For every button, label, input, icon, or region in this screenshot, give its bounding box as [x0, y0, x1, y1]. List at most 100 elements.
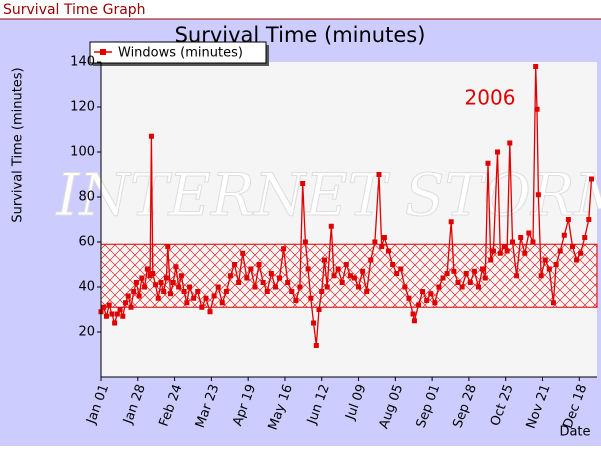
data-point: [191, 295, 197, 301]
data-point: [550, 300, 556, 306]
data-point: [103, 313, 109, 319]
data-point: [411, 318, 417, 324]
data-point: [420, 289, 426, 294]
data-point: [173, 264, 179, 270]
data-point: [490, 248, 496, 254]
data-point: [181, 289, 187, 294]
data-point: [277, 275, 283, 281]
data-point: [264, 289, 270, 294]
data-point: [475, 284, 481, 290]
data-point: [297, 284, 303, 290]
data-point: [158, 280, 164, 285]
data-point: [112, 320, 118, 326]
data-point: [482, 275, 488, 281]
data-point: [557, 248, 563, 254]
data-point: [300, 181, 306, 186]
data-point: [207, 309, 213, 315]
data-point: [455, 280, 461, 285]
data-point: [176, 284, 182, 290]
data-point: [170, 280, 176, 285]
data-point: [163, 275, 169, 281]
data-point: [459, 284, 465, 290]
data-point: [347, 273, 353, 279]
data-point: [335, 266, 341, 272]
data-point: [305, 266, 311, 272]
data-point: [187, 284, 193, 290]
data-point: [260, 280, 266, 285]
data-point: [360, 268, 366, 274]
data-point: [101, 304, 107, 310]
data-point: [219, 300, 225, 306]
data-point: [410, 311, 416, 317]
data-point: [268, 271, 274, 276]
data-point: [308, 295, 314, 301]
data-point: [128, 304, 134, 310]
data-point: [133, 280, 139, 285]
y-tick-label: 120: [70, 100, 95, 115]
data-point: [211, 293, 217, 299]
data-point: [161, 289, 167, 294]
header-bar: [0, 0, 601, 19]
data-point: [372, 239, 378, 245]
data-point: [139, 275, 145, 281]
data-point: [155, 295, 161, 301]
data-point: [485, 160, 491, 166]
data-point: [351, 275, 357, 281]
data-point: [148, 133, 154, 139]
data-point: [538, 273, 544, 279]
data-point: [302, 239, 308, 245]
data-point: [381, 235, 387, 240]
data-point: [356, 284, 362, 290]
data-point: [451, 268, 457, 274]
data-point: [131, 289, 137, 294]
data-point: [424, 298, 430, 303]
header-title: Survival Time Graph: [3, 2, 146, 18]
data-point: [415, 302, 421, 308]
data-point: [153, 282, 159, 288]
y-tick-label: 100: [70, 145, 95, 160]
data-point: [436, 284, 442, 290]
data-point: [514, 273, 520, 279]
data-point: [394, 271, 400, 276]
legend-label: Windows (minutes): [118, 46, 243, 61]
data-point: [364, 289, 370, 294]
data-point: [480, 266, 486, 272]
plot-area: [101, 62, 597, 377]
data-point: [142, 284, 148, 290]
data-point: [582, 235, 588, 240]
data-point: [569, 244, 575, 249]
data-point: [542, 257, 548, 263]
data-point: [339, 280, 345, 285]
data-point: [244, 275, 250, 281]
data-point: [328, 223, 334, 229]
data-point: [316, 307, 322, 312]
data-point: [167, 291, 173, 297]
data-point: [368, 257, 374, 263]
data-point: [463, 271, 469, 276]
data-point: [281, 246, 287, 252]
data-point: [232, 262, 238, 267]
data-point: [589, 176, 595, 182]
y-tick-label: 60: [78, 235, 95, 250]
data-point: [331, 273, 337, 279]
plot: [98, 64, 598, 348]
data-point: [285, 280, 291, 285]
data-point: [504, 248, 510, 254]
data-point: [497, 250, 503, 256]
data-point: [530, 239, 536, 245]
y-axis-label: Survival Time (minutes): [11, 67, 26, 222]
data-point: [256, 262, 262, 267]
data-point: [215, 284, 221, 290]
data-point: [125, 293, 131, 299]
data-point: [533, 64, 539, 69]
data-point: [432, 300, 438, 306]
data-point: [248, 266, 254, 272]
data-point: [136, 293, 142, 299]
data-point: [390, 262, 396, 267]
data-point: [565, 217, 571, 222]
data-point: [561, 232, 567, 238]
data-point: [114, 311, 120, 317]
data-point: [319, 289, 325, 294]
